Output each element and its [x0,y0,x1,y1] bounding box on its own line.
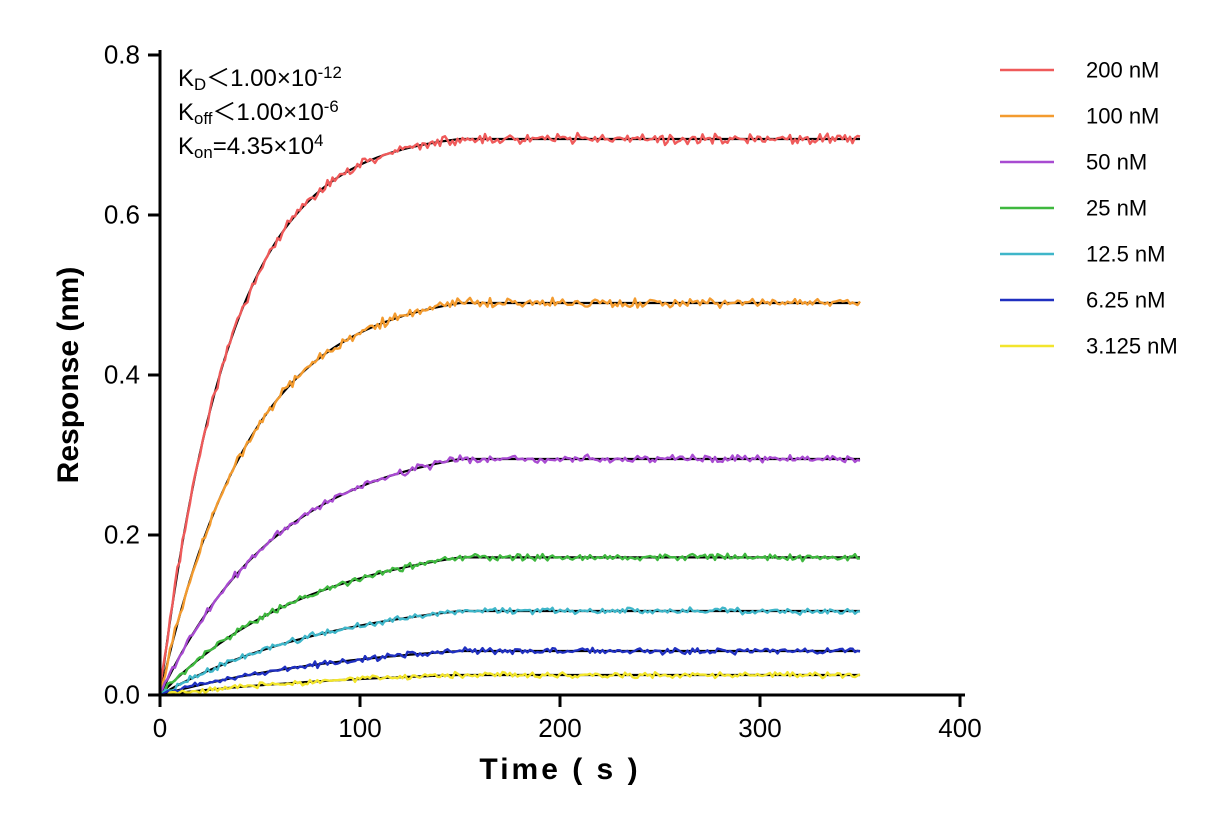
data-curve [160,298,860,695]
y-axis-title: Response (nm) [52,267,85,484]
x-tick-label: 200 [538,713,581,743]
x-axis-title: Time ( s ) [479,753,640,786]
fit-curve [160,611,860,695]
x-tick-label: 300 [738,713,781,743]
fit-curve [160,303,860,695]
legend-label: 200 nM [1086,58,1159,83]
legend-label: 100 nM [1086,104,1159,129]
y-tick-label: 0.0 [104,680,140,710]
kinetics-annotation: KD＜1.00×10-12 [178,63,342,94]
legend-label: 3.125 nM [1086,334,1178,359]
y-tick-label: 0.4 [104,360,140,390]
y-tick-label: 0.8 [104,40,140,70]
data-curve [160,455,860,694]
y-tick-label: 0.6 [104,200,140,230]
x-tick-label: 400 [938,713,981,743]
legend-label: 12.5 nM [1086,242,1166,267]
x-tick-label: 0 [153,713,167,743]
legend-label: 25 nM [1086,196,1147,221]
plot-area [160,133,860,695]
y-tick-label: 0.2 [104,520,140,550]
legend-label: 50 nM [1086,150,1147,175]
kinetics-annotation: Koff＜1.00×10-6 [178,97,339,128]
data-curve [160,133,860,691]
legend-label: 6.25 nM [1086,288,1166,313]
kinetics-annotation: Kon=4.35×104 [178,131,323,162]
fit-curve [160,459,860,695]
x-tick-label: 100 [338,713,381,743]
binding-kinetics-chart: 0 100 200 300 400 0.0 0.2 0.4 0.6 0.8 Time ( s ) Re… [0,0,1232,825]
